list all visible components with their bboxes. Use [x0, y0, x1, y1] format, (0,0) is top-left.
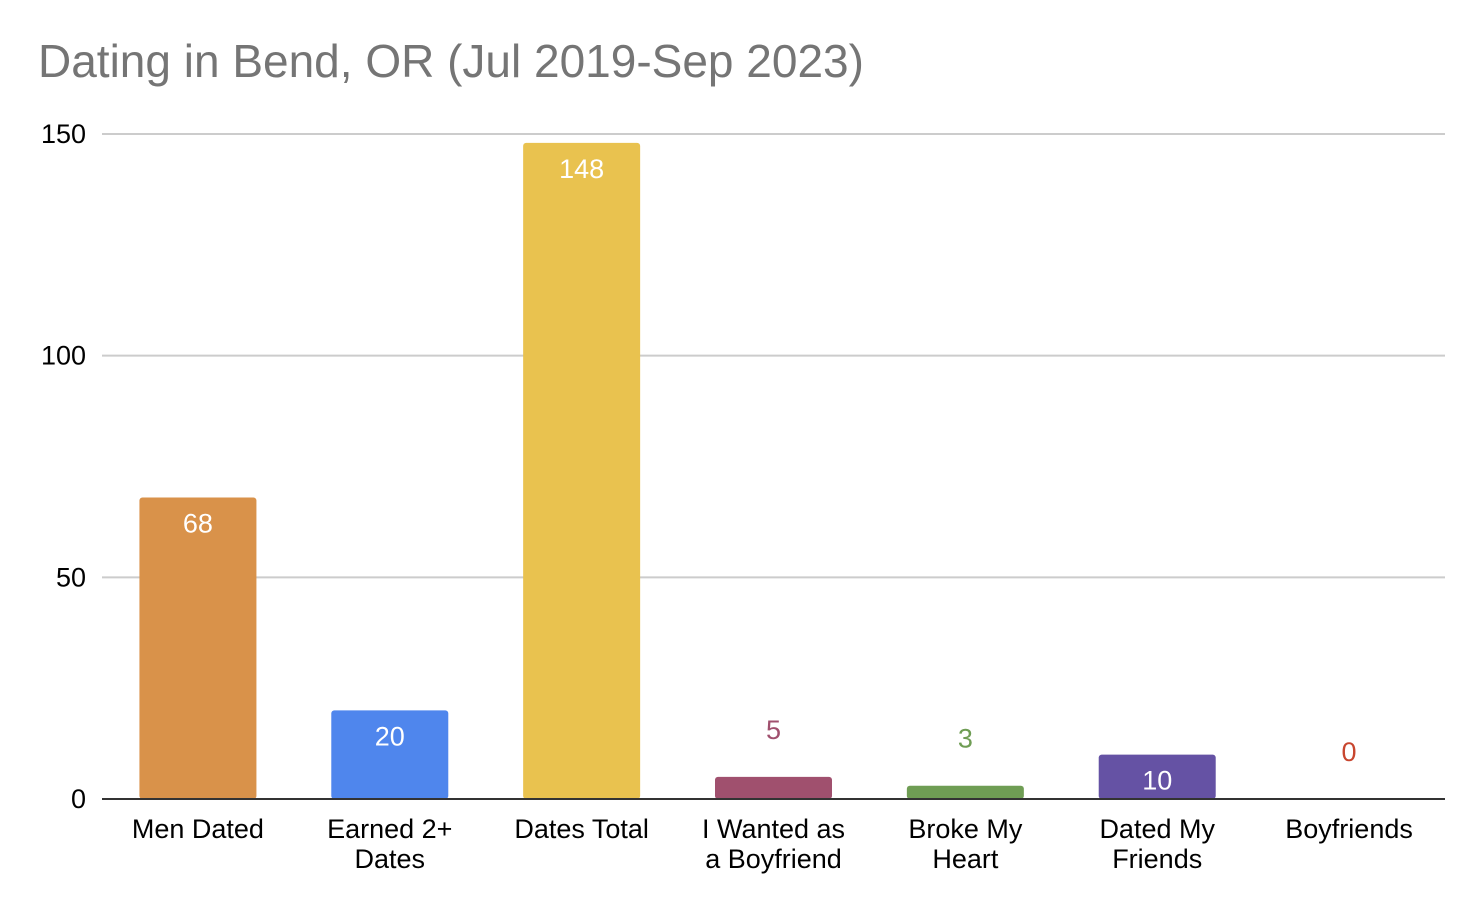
bar-5: [1098, 754, 1216, 799]
bar-2: [523, 142, 641, 799]
x-tick-label-2: Dates Total: [514, 814, 649, 844]
data-label-1: 20: [375, 721, 405, 751]
data-label-2: 148: [559, 154, 604, 184]
y-tick-label-100: 100: [41, 341, 86, 371]
data-label-4: 3: [958, 724, 973, 754]
data-label-6: 0: [1342, 737, 1357, 767]
x-tick-label-0: Men Dated: [132, 814, 264, 844]
data-label-3: 5: [766, 715, 781, 745]
data-label-0: 68: [183, 509, 213, 539]
chart-title: Dating in Bend, OR (Jul 2019-Sep 2023): [38, 35, 864, 87]
x-tick-label-5-line-1: Friends: [1112, 844, 1202, 874]
y-tick-label-0: 0: [71, 784, 86, 814]
x-tick-label-6: Boyfriends: [1285, 814, 1413, 844]
bar-1: [331, 710, 449, 799]
x-tick-label-1-line-0: Earned 2+: [327, 814, 452, 844]
bar-4: [906, 785, 1024, 799]
x-tick-label-3-line-1: a Boyfriend: [705, 844, 842, 874]
x-tick-label-5-line-0: Dated My: [1099, 814, 1215, 844]
bar-0: [139, 497, 257, 799]
x-tick-label-1-line-1: Dates: [355, 844, 426, 874]
y-tick-label-150: 150: [41, 119, 86, 149]
x-tick-label-3-line-0: I Wanted as: [702, 814, 845, 844]
data-label-5: 10: [1142, 766, 1172, 796]
y-tick-label-50: 50: [56, 562, 86, 592]
x-tick-label-4-line-0: Broke My: [908, 814, 1023, 844]
x-tick-label-4-line-1: Heart: [932, 844, 999, 874]
bar-3: [715, 776, 832, 799]
